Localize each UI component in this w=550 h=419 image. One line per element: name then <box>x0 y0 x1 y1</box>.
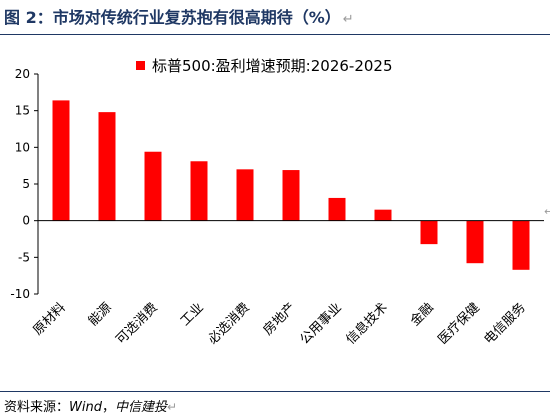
x-tick-label: 医疗保健 <box>435 300 482 347</box>
y-tick-label: -5 <box>18 250 30 264</box>
source-note: 资料来源：Wind，中信建投↵ <box>4 396 177 415</box>
bar-工业 <box>190 161 208 221</box>
bar-医疗保健 <box>466 220 484 264</box>
bar-可选消费 <box>144 151 162 221</box>
bar-金融 <box>420 220 438 245</box>
bar-series <box>52 100 530 270</box>
x-tick-label: 公用事业 <box>297 300 344 347</box>
y-tick-label: 0 <box>22 214 30 228</box>
source-rule <box>0 391 550 392</box>
y-tick-label: 5 <box>22 177 30 191</box>
source-prefix: 资料来源： <box>4 400 70 415</box>
x-tick-label: 房地产 <box>260 300 299 339</box>
figure-title-text: 图 2：市场对传统行业复苏抱有很高期待（%） <box>4 8 341 27</box>
legend-swatch <box>136 61 145 70</box>
y-tick-label: 10 <box>15 140 30 154</box>
x-tick-label: 工业 <box>178 300 207 329</box>
source-separator: ， <box>101 400 115 415</box>
y-tick-label: 20 <box>15 67 30 81</box>
return-mark-icon: ↵ <box>342 12 354 27</box>
return-mark-icon: ↵ <box>544 205 550 218</box>
x-tick-label: 电信服务 <box>481 300 529 348</box>
y-axis: -10 -5 0 5 10 15 20 <box>10 67 39 301</box>
y-tick-label: -10 <box>10 287 30 301</box>
chart-legend: 标普500:盈利增速预期:2026-2025 <box>136 57 393 75</box>
legend-label: 标普500:盈利增速预期:2026-2025 <box>152 57 393 75</box>
figure-title: 图 2：市场对传统行业复苏抱有很高期待（%） ↵ <box>4 4 354 28</box>
bar-必选消费 <box>236 169 254 221</box>
x-tick-label: 金融 <box>407 300 437 330</box>
x-tick-label: 信息技术 <box>343 300 391 348</box>
source-org: 中信建投 <box>115 400 168 415</box>
bar-房地产 <box>282 170 300 221</box>
bar-原材料 <box>52 100 70 221</box>
bar-电信服务 <box>512 220 530 270</box>
y-tick-label: 15 <box>15 104 30 118</box>
bar-公用事业 <box>328 197 346 221</box>
bar-能源 <box>98 112 116 221</box>
source-wind: Wind <box>69 400 102 415</box>
x-tick-label: 能源 <box>86 300 115 329</box>
bar-信息技术 <box>374 209 392 221</box>
x-tick-label: 可选消费 <box>113 300 160 347</box>
x-tick-label: 原材料 <box>31 300 69 338</box>
return-mark-icon: ↵ <box>167 400 178 414</box>
title-rule <box>0 34 550 35</box>
x-tick-label: 必选消费 <box>205 300 252 347</box>
